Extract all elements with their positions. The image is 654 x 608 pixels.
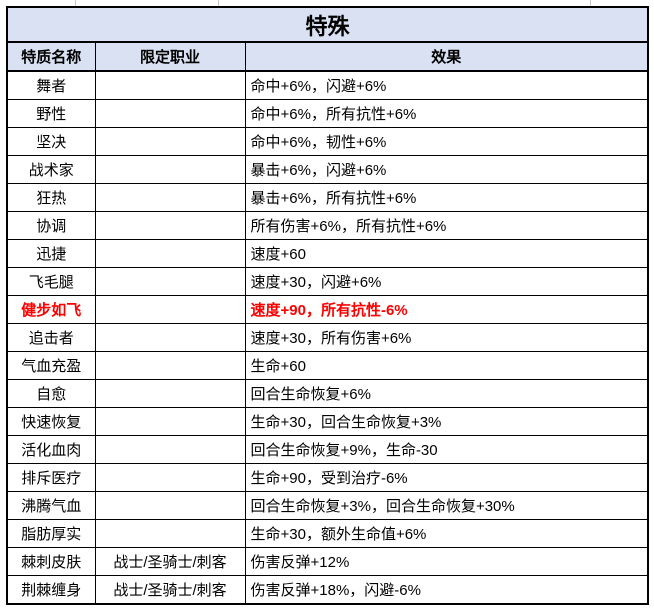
effect-cell: 所有伤害+6%，所有抗性+6% <box>244 211 649 240</box>
restricted-class-cell <box>94 155 246 184</box>
table-row: 脂肪厚实 生命+30，额外生命值+6% <box>6 519 649 548</box>
effect-cell: 暴击+6%，闪避+6% <box>244 155 649 184</box>
gridline-stub <box>218 0 219 6</box>
trait-name-cell: 脂肪厚实 <box>6 519 96 548</box>
table-row: 排斥医疗 生命+90，受到治疗-6% <box>6 463 649 492</box>
table-row: 协调 所有伤害+6%，所有抗性+6% <box>6 211 649 240</box>
trait-name-cell: 狂热 <box>6 183 96 212</box>
effect-cell: 命中+6%，所有抗性+6% <box>244 99 649 128</box>
table-title-row: 特殊 <box>6 6 649 43</box>
restricted-class-cell <box>94 70 246 100</box>
effect-cell: 生命+30，额外生命值+6% <box>244 519 649 548</box>
trait-name-cell: 追击者 <box>6 323 96 352</box>
restricted-class-cell <box>94 435 246 464</box>
restricted-class-cell <box>94 491 246 520</box>
table-row: 追击者 速度+30，所有伤害+6% <box>6 323 649 352</box>
effect-cell: 速度+30，所有伤害+6% <box>244 323 649 352</box>
effect-cell: 命中+6%，韧性+6% <box>244 127 649 156</box>
traits-table: 特殊 特质名称 限定职业 效果 舞者 命中+6%，闪避+6% 野性 命中+6%，所有抗… <box>6 6 650 605</box>
trait-name-cell: 协调 <box>6 211 96 240</box>
restricted-class-cell <box>94 323 246 352</box>
effect-cell: 伤害反弹+18%，闪避-6% <box>244 575 649 605</box>
effect-cell: 生命+30，回合生命恢复+3% <box>244 407 649 436</box>
restricted-class-cell <box>94 407 246 436</box>
trait-name-cell: 排斥医疗 <box>6 463 96 492</box>
trait-name-cell: 气血充盈 <box>6 351 96 380</box>
trait-name-cell: 健步如飞 <box>6 295 96 324</box>
effect-cell: 命中+6%，闪避+6% <box>244 70 649 100</box>
trait-name-cell: 战术家 <box>6 155 96 184</box>
restricted-class-cell <box>94 351 246 380</box>
table-row: 健步如飞 速度+90，所有抗性-6% <box>6 295 649 324</box>
table-row: 野性 命中+6%，所有抗性+6% <box>6 99 649 128</box>
effect-cell: 伤害反弹+12% <box>244 547 649 576</box>
col-header-effect: 效果 <box>244 41 649 72</box>
effect-cell: 回合生命恢复+3%，回合生命恢复+30% <box>244 491 649 520</box>
trait-name-cell: 活化血肉 <box>6 435 96 464</box>
restricted-class-cell <box>94 295 246 324</box>
table-row: 荆棘缠身 战士/圣骑士/刺客 伤害反弹+18%，闪避-6% <box>6 575 649 605</box>
trait-name-cell: 舞者 <box>6 70 96 100</box>
table-title: 特殊 <box>6 6 649 43</box>
trait-name-cell: 自愈 <box>6 379 96 408</box>
effect-cell: 回合生命恢复+9%，生命-30 <box>244 435 649 464</box>
table-row: 快速恢复 生命+30，回合生命恢复+3% <box>6 407 649 436</box>
gridline-stub <box>75 0 76 6</box>
table-row: 活化血肉 回合生命恢复+9%，生命-30 <box>6 435 649 464</box>
col-header-trait-name: 特质名称 <box>6 41 96 72</box>
table-row: 舞者 命中+6%，闪避+6% <box>6 70 649 100</box>
restricted-class-cell <box>94 99 246 128</box>
effect-cell: 暴击+6%，所有抗性+6% <box>244 183 649 212</box>
table-row: 战术家 暴击+6%，闪避+6% <box>6 155 649 184</box>
table-row: 棘刺皮肤 战士/圣骑士/刺客 伤害反弹+12% <box>6 547 649 576</box>
trait-name-cell: 坚决 <box>6 127 96 156</box>
table-header-row: 特质名称 限定职业 效果 <box>6 41 649 72</box>
restricted-class-cell <box>94 211 246 240</box>
table-row: 狂热 暴击+6%，所有抗性+6% <box>6 183 649 212</box>
restricted-class-cell <box>94 463 246 492</box>
restricted-class-cell: 战士/圣骑士/刺客 <box>94 575 246 605</box>
effect-cell: 回合生命恢复+6% <box>244 379 649 408</box>
trait-rows-body: 舞者 命中+6%，闪避+6% 野性 命中+6%，所有抗性+6% 坚决 命中+6%，韧性+6… <box>6 70 649 605</box>
table-row: 飞毛腿 速度+30，闪避+6% <box>6 267 649 296</box>
restricted-class-cell <box>94 239 246 268</box>
trait-name-cell: 野性 <box>6 99 96 128</box>
trait-name-cell: 沸腾气血 <box>6 491 96 520</box>
table-row: 迅捷 速度+60 <box>6 239 649 268</box>
restricted-class-cell <box>94 267 246 296</box>
table-row: 坚决 命中+6%，韧性+6% <box>6 127 649 156</box>
effect-cell: 速度+30，闪避+6% <box>244 267 649 296</box>
col-header-restricted-class: 限定职业 <box>94 41 246 72</box>
table-row: 自愈 回合生命恢复+6% <box>6 379 649 408</box>
trait-name-cell: 飞毛腿 <box>6 267 96 296</box>
restricted-class-cell <box>94 519 246 548</box>
trait-name-cell: 迅捷 <box>6 239 96 268</box>
restricted-class-cell <box>94 183 246 212</box>
effect-cell: 速度+90，所有抗性-6% <box>244 295 649 324</box>
restricted-class-cell <box>94 127 246 156</box>
restricted-class-cell: 战士/圣骑士/刺客 <box>94 547 246 576</box>
gridline-stub <box>590 0 591 6</box>
trait-name-cell: 荆棘缠身 <box>6 575 96 605</box>
trait-name-cell: 快速恢复 <box>6 407 96 436</box>
effect-cell: 速度+60 <box>244 239 649 268</box>
restricted-class-cell <box>94 379 246 408</box>
table-row: 气血充盈 生命+60 <box>6 351 649 380</box>
effect-cell: 生命+60 <box>244 351 649 380</box>
effect-cell: 生命+90，受到治疗-6% <box>244 463 649 492</box>
trait-name-cell: 棘刺皮肤 <box>6 547 96 576</box>
table-row: 沸腾气血 回合生命恢复+3%，回合生命恢复+30% <box>6 491 649 520</box>
